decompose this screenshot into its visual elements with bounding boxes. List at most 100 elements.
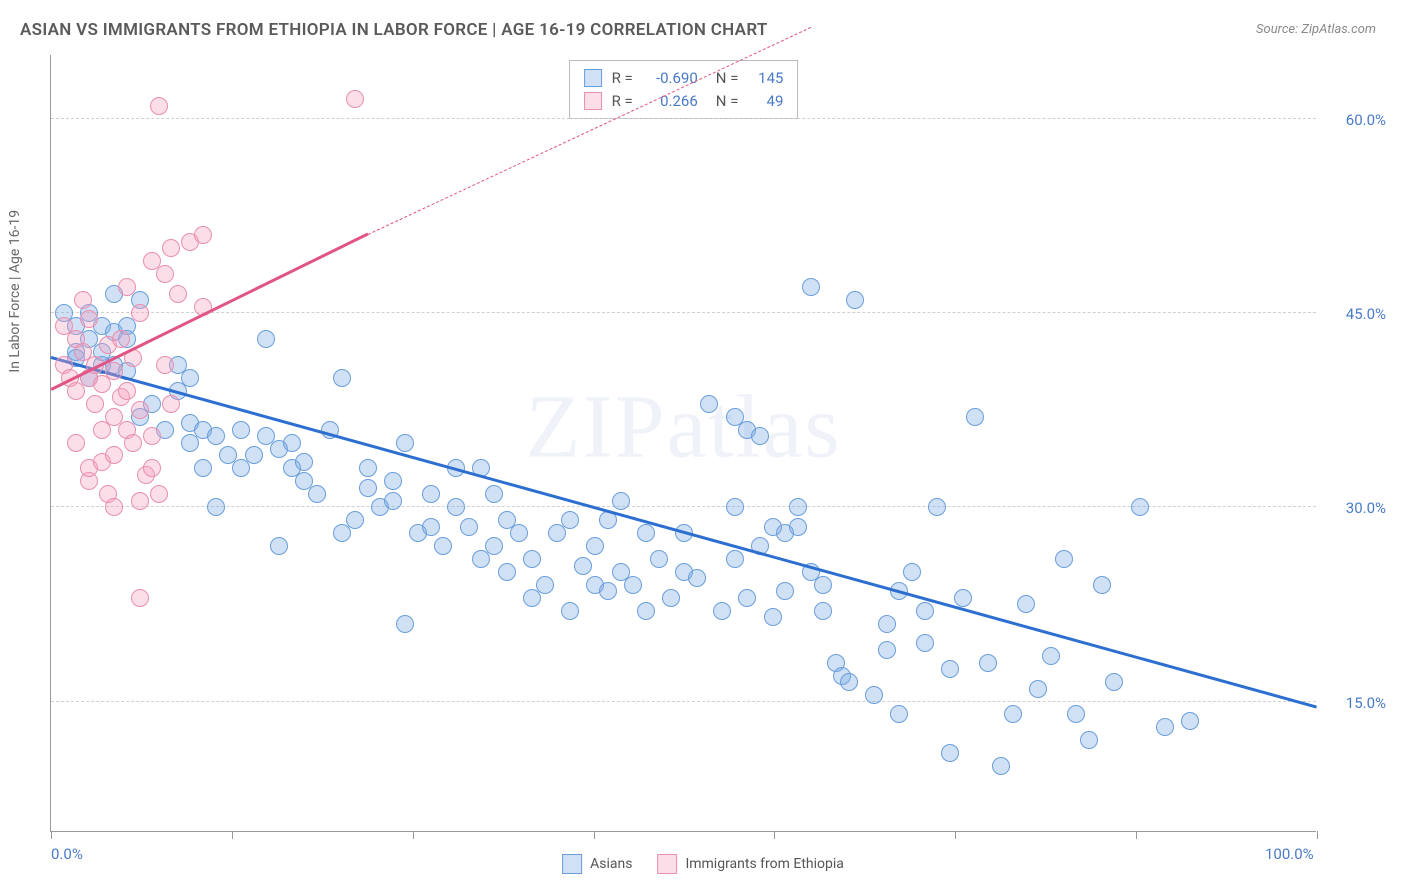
legend-swatch — [562, 854, 582, 874]
scatter-point — [928, 498, 946, 516]
scatter-point — [162, 395, 180, 413]
scatter-point — [207, 427, 225, 445]
scatter-point — [941, 660, 959, 678]
scatter-point — [916, 634, 934, 652]
scatter-point — [802, 278, 820, 296]
legend-item: Immigrants from Ethiopia — [657, 854, 843, 874]
scatter-point — [738, 589, 756, 607]
scatter-point — [916, 602, 934, 620]
x-tick — [1136, 831, 1137, 839]
scatter-point — [207, 498, 225, 516]
scatter-point — [80, 310, 98, 328]
scatter-point — [1156, 718, 1174, 736]
scatter-point — [536, 576, 554, 594]
trend-line — [367, 27, 811, 235]
stats-row: R =0.266N =49 — [584, 90, 784, 113]
scatter-point — [194, 226, 212, 244]
y-tick-label: 60.0% — [1346, 111, 1386, 129]
scatter-point — [283, 434, 301, 452]
stat-r-label: R = — [612, 90, 633, 113]
scatter-point — [637, 602, 655, 620]
scatter-point — [840, 673, 858, 691]
scatter-point — [561, 511, 579, 529]
x-tick — [955, 831, 956, 839]
trend-line — [51, 356, 1318, 708]
stat-n-value: 145 — [748, 67, 783, 90]
scatter-point — [181, 369, 199, 387]
scatter-point — [105, 446, 123, 464]
gridline — [51, 312, 1316, 313]
scatter-point — [156, 356, 174, 374]
scatter-point — [688, 569, 706, 587]
x-tick-label: 0.0% — [51, 845, 83, 863]
stat-r-value: -0.690 — [643, 67, 698, 90]
scatter-point — [1004, 705, 1022, 723]
scatter-point — [333, 369, 351, 387]
scatter-point — [118, 382, 136, 400]
scatter-point — [131, 401, 149, 419]
scatter-point — [650, 550, 668, 568]
scatter-point — [700, 395, 718, 413]
scatter-point — [941, 744, 959, 762]
scatter-point — [359, 479, 377, 497]
scatter-point — [726, 498, 744, 516]
x-tick — [413, 831, 414, 839]
scatter-point — [245, 446, 263, 464]
scatter-point — [599, 582, 617, 600]
scatter-point — [124, 434, 142, 452]
scatter-point — [162, 239, 180, 257]
scatter-point — [232, 421, 250, 439]
legend-item: Asians — [562, 854, 632, 874]
scatter-point — [460, 518, 478, 536]
scatter-point — [814, 576, 832, 594]
legend: Asians Immigrants from Ethiopia — [562, 854, 844, 874]
scatter-point — [979, 654, 997, 672]
scatter-point — [510, 524, 528, 542]
stat-n-value: 49 — [748, 90, 783, 113]
scatter-point — [295, 453, 313, 471]
scatter-point — [903, 563, 921, 581]
scatter-point — [150, 97, 168, 115]
scatter-point — [814, 602, 832, 620]
scatter-point — [776, 582, 794, 600]
scatter-point — [485, 485, 503, 503]
scatter-point — [257, 330, 275, 348]
scatter-point — [105, 362, 123, 380]
scatter-point — [1093, 576, 1111, 594]
scatter-point — [169, 285, 187, 303]
scatter-point — [485, 537, 503, 555]
correlation-chart: ASIAN VS IMMIGRANTS FROM ETHIOPIA IN LAB… — [0, 0, 1406, 892]
scatter-point — [131, 589, 149, 607]
scatter-point — [194, 459, 212, 477]
gridline — [51, 701, 1316, 702]
legend-label: Immigrants from Ethiopia — [685, 856, 843, 872]
stat-r-label: R = — [612, 67, 633, 90]
scatter-point — [624, 576, 642, 594]
scatter-point — [662, 589, 680, 607]
source-label: Source: ZipAtlas.com — [1256, 22, 1376, 37]
scatter-point — [67, 434, 85, 452]
x-tick — [774, 831, 775, 839]
scatter-point — [131, 492, 149, 510]
scatter-point — [1055, 550, 1073, 568]
y-tick-label: 30.0% — [1346, 499, 1386, 517]
scatter-point — [865, 686, 883, 704]
scatter-point — [890, 705, 908, 723]
scatter-point — [1029, 680, 1047, 698]
scatter-point — [764, 608, 782, 626]
x-tick — [1317, 831, 1318, 839]
scatter-point — [966, 408, 984, 426]
scatter-point — [523, 550, 541, 568]
scatter-point — [396, 615, 414, 633]
scatter-point — [86, 395, 104, 413]
scatter-point — [1181, 712, 1199, 730]
y-tick-label: 45.0% — [1346, 305, 1386, 323]
scatter-point — [586, 537, 604, 555]
scatter-point — [447, 498, 465, 516]
scatter-point — [112, 330, 130, 348]
scatter-point — [878, 615, 896, 633]
scatter-point — [789, 518, 807, 536]
stat-n-label: N = — [716, 90, 739, 113]
scatter-point — [105, 498, 123, 516]
scatter-point — [384, 492, 402, 510]
